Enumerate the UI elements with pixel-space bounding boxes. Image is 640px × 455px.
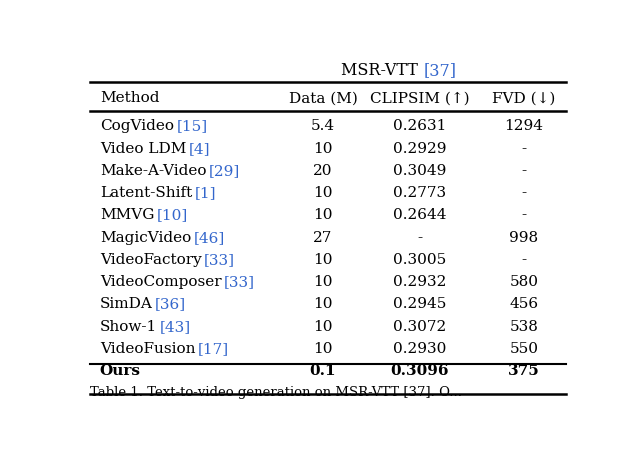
Text: MagicVideo: MagicVideo (100, 231, 191, 245)
Text: 0.2945: 0.2945 (393, 298, 447, 311)
Text: Latent-Shift: Latent-Shift (100, 186, 192, 200)
Text: [43]: [43] (159, 320, 191, 334)
Text: [17]: [17] (198, 342, 229, 356)
Text: 0.3072: 0.3072 (393, 320, 446, 334)
Text: 456: 456 (509, 298, 538, 311)
Text: 20: 20 (314, 164, 333, 178)
Text: Method: Method (100, 91, 159, 106)
Text: [33]: [33] (224, 275, 255, 289)
Text: SimDA: SimDA (100, 298, 153, 311)
Text: 0.2929: 0.2929 (393, 142, 447, 156)
Text: [37]: [37] (424, 62, 456, 79)
Text: 27: 27 (314, 231, 333, 245)
Text: [15]: [15] (177, 119, 207, 133)
Text: 550: 550 (509, 342, 538, 356)
Text: VideoFactory: VideoFactory (100, 253, 202, 267)
Text: -: - (522, 186, 527, 200)
Text: 10: 10 (314, 142, 333, 156)
Text: 0.3096: 0.3096 (390, 364, 449, 378)
Text: 10: 10 (314, 298, 333, 311)
Text: Make-A-Video: Make-A-Video (100, 164, 206, 178)
Text: Video LDM: Video LDM (100, 142, 186, 156)
Text: CLIPSIM (↑): CLIPSIM (↑) (370, 91, 470, 106)
Text: [46]: [46] (193, 231, 225, 245)
Text: -: - (417, 231, 422, 245)
Text: [33]: [33] (204, 253, 235, 267)
Text: Show-1: Show-1 (100, 320, 157, 334)
Text: 580: 580 (509, 275, 538, 289)
Text: Data (M): Data (M) (289, 91, 358, 106)
Text: [36]: [36] (155, 298, 186, 311)
Text: 10: 10 (314, 320, 333, 334)
Text: 0.1: 0.1 (310, 364, 337, 378)
Text: 10: 10 (314, 342, 333, 356)
Text: -: - (522, 142, 527, 156)
Text: -: - (522, 253, 527, 267)
Text: 0.2930: 0.2930 (393, 342, 447, 356)
Text: 0.3049: 0.3049 (393, 164, 447, 178)
Text: [10]: [10] (157, 208, 188, 222)
Text: [4]: [4] (189, 142, 210, 156)
Text: 0.3005: 0.3005 (393, 253, 446, 267)
Text: VideoFusion: VideoFusion (100, 342, 195, 356)
Text: 0.2773: 0.2773 (393, 186, 446, 200)
Text: 0.2631: 0.2631 (393, 119, 447, 133)
Text: 538: 538 (509, 320, 538, 334)
Text: [1]: [1] (195, 186, 216, 200)
Text: 0.2932: 0.2932 (393, 275, 447, 289)
Text: MSR-VTT: MSR-VTT (342, 62, 424, 79)
Text: 1294: 1294 (504, 119, 543, 133)
Text: Table 1. Text-to-video generation on MSR-VTT [37]. O...: Table 1. Text-to-video generation on MSR… (90, 386, 462, 399)
Text: 375: 375 (508, 364, 540, 378)
Text: MMVG: MMVG (100, 208, 154, 222)
Text: CogVideo: CogVideo (100, 119, 174, 133)
Text: 10: 10 (314, 186, 333, 200)
Text: 10: 10 (314, 275, 333, 289)
Text: [29]: [29] (209, 164, 240, 178)
Text: VideoComposer: VideoComposer (100, 275, 221, 289)
Text: 5.4: 5.4 (311, 119, 335, 133)
Text: -: - (522, 208, 527, 222)
Text: Ours: Ours (100, 364, 141, 378)
Text: 10: 10 (314, 208, 333, 222)
Text: 10: 10 (314, 253, 333, 267)
Text: 0.2644: 0.2644 (393, 208, 447, 222)
Text: FVD (↓): FVD (↓) (492, 91, 556, 106)
Text: 998: 998 (509, 231, 538, 245)
Text: -: - (522, 164, 527, 178)
